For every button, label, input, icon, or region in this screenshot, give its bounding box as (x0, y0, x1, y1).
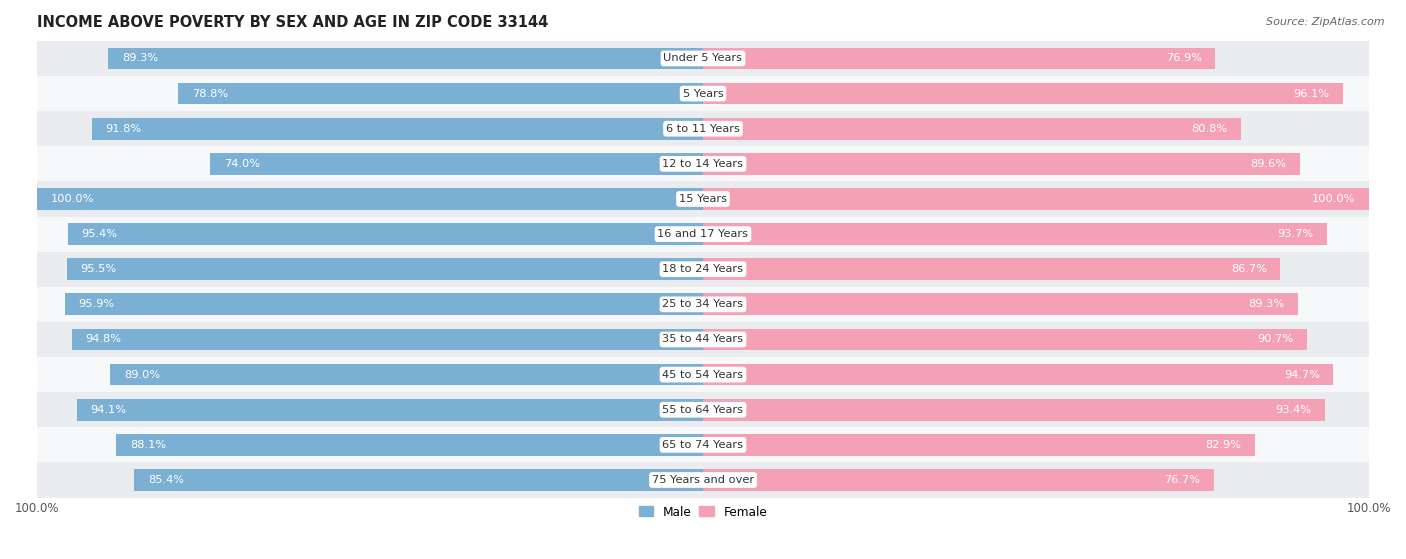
Text: 93.7%: 93.7% (1278, 229, 1313, 239)
Bar (703, 399, 1324, 420)
Text: Source: ZipAtlas.com: Source: ZipAtlas.com (1267, 17, 1385, 27)
Text: 25 to 34 Years: 25 to 34 Years (662, 300, 744, 309)
Text: 86.7%: 86.7% (1230, 264, 1267, 274)
Text: 91.8%: 91.8% (105, 124, 141, 134)
Text: Under 5 Years: Under 5 Years (664, 54, 742, 64)
Text: 89.3%: 89.3% (122, 54, 157, 64)
Bar (37, 462, 1369, 498)
Bar (703, 48, 1215, 69)
Text: 80.8%: 80.8% (1191, 124, 1227, 134)
Bar (67, 223, 703, 245)
Bar (67, 258, 703, 280)
Text: 82.9%: 82.9% (1205, 440, 1241, 450)
Text: 89.0%: 89.0% (124, 369, 160, 380)
Bar (76, 399, 703, 420)
Bar (703, 188, 1369, 210)
Bar (703, 293, 1298, 315)
Text: 12 to 14 Years: 12 to 14 Years (662, 159, 744, 169)
Text: 35 to 44 Years: 35 to 44 Years (662, 334, 744, 344)
Bar (37, 287, 1369, 322)
Bar (37, 357, 1369, 392)
Text: 65 to 74 Years: 65 to 74 Years (662, 440, 744, 450)
Text: 90.7%: 90.7% (1257, 334, 1294, 344)
Text: 18 to 24 Years: 18 to 24 Years (662, 264, 744, 274)
Text: 55 to 64 Years: 55 to 64 Years (662, 405, 744, 415)
Bar (37, 111, 1369, 146)
Bar (37, 146, 1369, 182)
Bar (37, 182, 1369, 216)
Text: 96.1%: 96.1% (1294, 88, 1330, 98)
Text: 6 to 11 Years: 6 to 11 Years (666, 124, 740, 134)
Bar (703, 223, 1327, 245)
Text: INCOME ABOVE POVERTY BY SEX AND AGE IN ZIP CODE 33144: INCOME ABOVE POVERTY BY SEX AND AGE IN Z… (37, 15, 548, 30)
Text: 45 to 54 Years: 45 to 54 Years (662, 369, 744, 380)
Text: 100.0%: 100.0% (1312, 194, 1355, 204)
Bar (703, 83, 1343, 105)
Bar (703, 118, 1241, 140)
Bar (65, 293, 703, 315)
Text: 16 and 17 Years: 16 and 17 Years (658, 229, 748, 239)
Bar (37, 252, 1369, 287)
Text: 89.6%: 89.6% (1250, 159, 1286, 169)
Text: 85.4%: 85.4% (148, 475, 184, 485)
Text: 95.9%: 95.9% (77, 300, 114, 309)
Bar (37, 427, 1369, 462)
Bar (37, 392, 1369, 427)
Bar (37, 41, 1369, 76)
Text: 15 Years: 15 Years (679, 194, 727, 204)
Bar (211, 153, 703, 175)
Bar (111, 364, 703, 386)
Text: 93.4%: 93.4% (1275, 405, 1312, 415)
Bar (703, 153, 1299, 175)
Bar (703, 364, 1333, 386)
Bar (703, 258, 1281, 280)
Text: 76.7%: 76.7% (1164, 475, 1201, 485)
Bar (37, 188, 703, 210)
Bar (117, 434, 703, 456)
Text: 5 Years: 5 Years (683, 88, 723, 98)
Bar (108, 48, 703, 69)
Text: 95.4%: 95.4% (82, 229, 117, 239)
Text: 89.3%: 89.3% (1249, 300, 1284, 309)
Bar (703, 329, 1306, 350)
Bar (37, 76, 1369, 111)
Text: 74.0%: 74.0% (224, 159, 260, 169)
Bar (37, 322, 1369, 357)
Bar (37, 216, 1369, 252)
Bar (72, 329, 703, 350)
Bar (179, 83, 703, 105)
Text: 88.1%: 88.1% (129, 440, 166, 450)
Bar (703, 434, 1256, 456)
Bar (91, 118, 703, 140)
Bar (703, 469, 1213, 491)
Text: 76.9%: 76.9% (1166, 54, 1202, 64)
Text: 75 Years and over: 75 Years and over (652, 475, 754, 485)
Text: 100.0%: 100.0% (51, 194, 94, 204)
Text: 94.8%: 94.8% (86, 334, 121, 344)
Text: 78.8%: 78.8% (191, 88, 228, 98)
Text: 94.7%: 94.7% (1284, 369, 1320, 380)
Text: 95.5%: 95.5% (80, 264, 117, 274)
Legend: Male, Female: Male, Female (634, 501, 772, 523)
Bar (135, 469, 703, 491)
Text: 94.1%: 94.1% (90, 405, 127, 415)
